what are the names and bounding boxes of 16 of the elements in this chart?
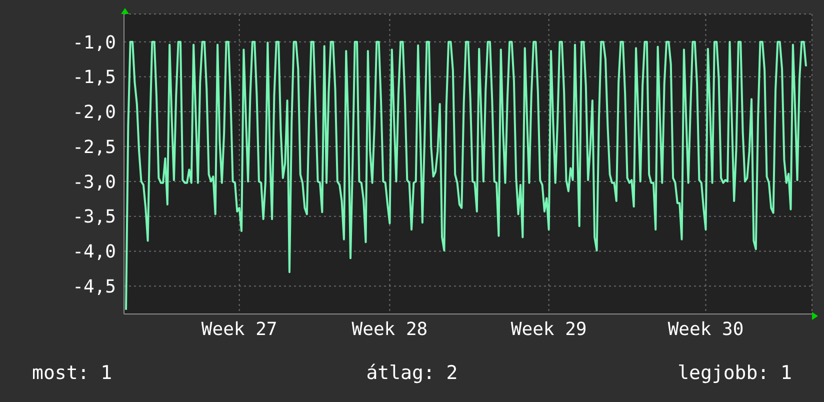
x-tick-label: Week 28: [352, 318, 428, 340]
text: most: 1: [32, 362, 112, 384]
y-tick-label: -3,0: [72, 172, 116, 193]
y-tick-label: -1,5: [72, 67, 116, 88]
y-tick-label: -4,0: [72, 242, 116, 263]
x-tick-label: Week 30: [668, 318, 744, 340]
text: legjobb: 1: [678, 362, 792, 384]
y-tick-label: -3,5: [72, 206, 116, 228]
y-tick-label: -2,5: [72, 136, 116, 158]
text: átlag: 2: [366, 362, 458, 384]
y-tick-label: -1,0: [72, 32, 116, 54]
y-tick-label: -2,0: [72, 102, 116, 124]
x-tick-label: Week 29: [510, 318, 587, 340]
line-series: [125, 40, 807, 311]
y-tick-label: -4,5: [72, 276, 116, 298]
x-tick-label: Week 27: [201, 318, 278, 340]
